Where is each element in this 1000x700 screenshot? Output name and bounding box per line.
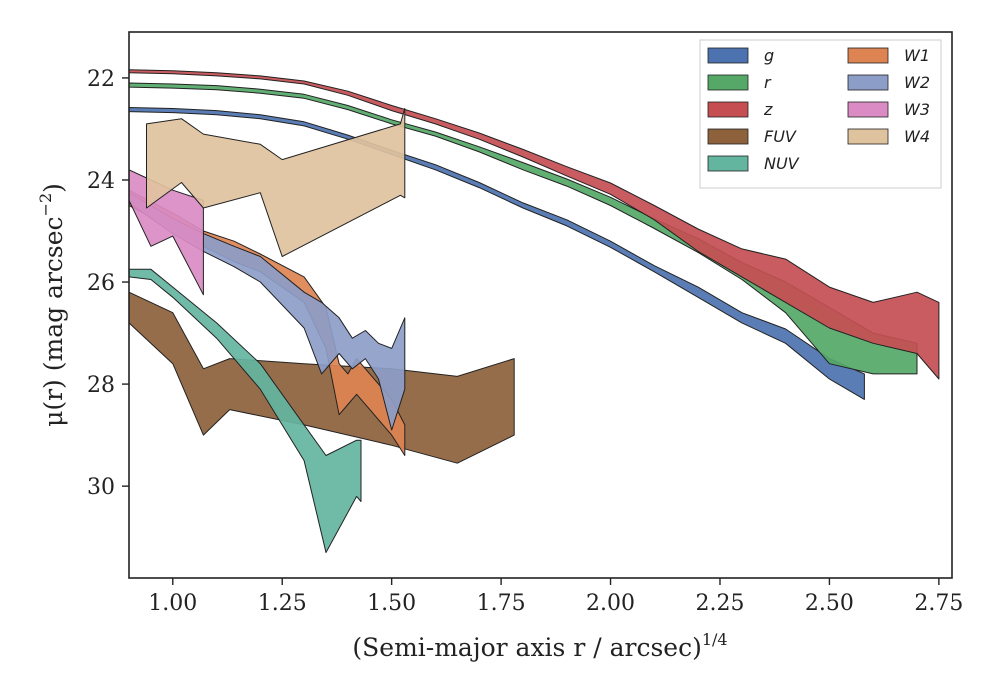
legend: grz FUV NUV W1 W2 W3 W4 [699, 39, 942, 189]
series-bands [129, 69, 940, 553]
band-w4 [146, 108, 406, 257]
x-axis-label: (Semi-major axis r / arcsec)1/4 [352, 630, 727, 662]
y-axis-label-exponent: −2 [36, 193, 55, 217]
y-axis-label-text: μ(r) (mag arcsec [39, 216, 68, 426]
x-axis-ticks: 1.00 1.25 1.50 1.75 2.00 2.25 2.50 2.75 [148, 578, 963, 616]
y-tick-label: 24 [87, 169, 115, 194]
band-fuv [129, 291, 515, 464]
y-axis-label-close: ) [39, 183, 68, 193]
legend-label-w3: W3 [904, 100, 930, 119]
legend-label-z: z [763, 100, 773, 119]
legend-swatch-w3 [847, 101, 889, 118]
legend-label-w4: W4 [904, 127, 930, 146]
legend-swatch-w4 [847, 128, 889, 145]
x-tick-label: 1.25 [258, 591, 307, 616]
legend-label-w1: W1 [904, 46, 930, 65]
x-tick-label: 2.25 [695, 591, 744, 616]
band-z [129, 69, 940, 380]
y-tick-label: 30 [87, 475, 115, 500]
legend-swatch-w2 [847, 74, 889, 91]
band-r [129, 82, 918, 375]
band-nuv [129, 268, 362, 553]
x-tick-label: 2.75 [914, 591, 963, 616]
y-tick-label: 26 [87, 271, 115, 296]
legend-label-nuv: NUV [764, 154, 800, 173]
legend-label-fuv: FUV [764, 127, 797, 146]
legend-label-r: r [764, 73, 772, 92]
x-tick-label: 1.50 [367, 591, 416, 616]
legend-swatch-g [707, 47, 749, 64]
y-axis-ticks: 22 24 26 28 30 [87, 67, 129, 500]
legend-label-w2: W2 [904, 73, 930, 92]
x-tick-label: 2.50 [805, 591, 854, 616]
legend-label-g: g [764, 46, 774, 65]
legend-swatch-w1 [847, 47, 889, 64]
y-tick-label: 28 [87, 373, 115, 398]
x-tick-label: 1.75 [477, 591, 526, 616]
x-tick-label: 2.00 [586, 591, 635, 616]
legend-swatch-z [707, 101, 749, 118]
legend-swatch-r [707, 74, 749, 91]
plot-frame [128, 31, 953, 579]
x-axis-label-exponent: 1/4 [702, 630, 728, 649]
x-axis-label-text: (Semi-major axis r / arcsec) [352, 633, 701, 662]
y-tick-label: 22 [87, 67, 115, 92]
x-tick-label: 1.00 [148, 591, 197, 616]
legend-swatch-fuv [707, 128, 749, 145]
legend-swatch-nuv [707, 155, 749, 172]
y-axis-label: μ(r) (mag arcsec−2) [36, 183, 68, 427]
